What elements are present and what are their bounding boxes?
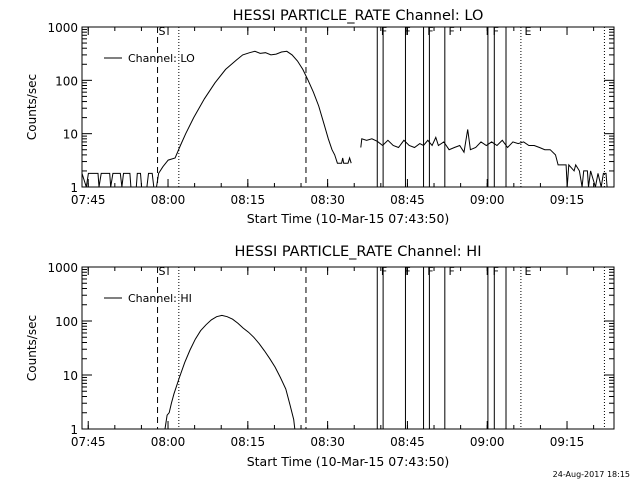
flag-label: F	[427, 25, 433, 38]
x-tick-label: 07:45	[71, 193, 106, 207]
x-tick-label: 08:45	[390, 193, 425, 207]
legend-label: Channel: LO	[128, 52, 195, 65]
x-tick-label: 09:15	[550, 435, 585, 449]
flag-label: E	[525, 265, 532, 278]
y-tick-label: 10	[63, 369, 78, 383]
flag-label: F	[448, 265, 454, 278]
series-line	[81, 50, 352, 188]
flag-label: F	[427, 265, 433, 278]
x-tick-label: 08:30	[310, 435, 345, 449]
x-tick-label: 08:15	[231, 435, 266, 449]
plot-frame	[81, 26, 615, 188]
x-axis-label: Start Time (10-Mar-15 07:43:50)	[247, 211, 450, 226]
y-axis-label: Counts/sec	[25, 315, 39, 381]
legend-label: Channel: HI	[128, 292, 192, 305]
y-tick-label: 100	[55, 74, 78, 88]
y-axis-label: Counts/sec	[25, 74, 39, 140]
x-tick-label: 08:45	[390, 435, 425, 449]
chart-title: HESSI PARTICLE_RATE Channel: HI	[235, 244, 482, 260]
plot-date-stamp: 24-Aug-2017 18:15	[552, 470, 630, 479]
y-tick-label: 1000	[47, 261, 78, 275]
x-tick-label: 08:30	[310, 193, 345, 207]
flag-label: F	[448, 25, 454, 38]
flag-label: F	[381, 265, 387, 278]
flag-label: F	[493, 265, 499, 278]
y-tick-label: 10	[63, 128, 78, 142]
flag-label: E	[525, 25, 532, 38]
y-tick-label: 1000	[47, 21, 78, 35]
flag-label: F	[404, 265, 410, 278]
flag-label: F	[381, 25, 387, 38]
x-tick-label: 08:15	[231, 193, 266, 207]
series-line	[164, 314, 296, 430]
y-tick-label: 1	[70, 181, 78, 195]
x-tick-label: 07:45	[71, 435, 106, 449]
plot-frame	[81, 266, 615, 430]
x-tick-label: 08:00	[151, 435, 186, 449]
chart-panel-1: HESSI PARTICLE_RATE Channel: LO Counts/se…	[25, 8, 615, 226]
flag-label: S	[159, 265, 166, 278]
series-line	[360, 129, 608, 188]
flag-label: F	[404, 25, 410, 38]
y-tick-label: 100	[55, 315, 78, 329]
x-tick-label: 09:00	[470, 193, 505, 207]
y-tick-label: 1	[70, 423, 78, 437]
x-axis-label: Start Time (10-Mar-15 07:43:50)	[247, 454, 450, 469]
flag-label: S	[159, 25, 166, 38]
flag-label: F	[493, 25, 499, 38]
x-tick-label: 08:00	[151, 193, 186, 207]
chart-panel-2: HESSI PARTICLE_RATE Channel: HI Counts/se…	[25, 244, 615, 469]
x-tick-label: 09:00	[470, 435, 505, 449]
x-tick-label: 09:15	[550, 193, 585, 207]
chart-title: HESSI PARTICLE_RATE Channel: LO	[233, 8, 484, 24]
